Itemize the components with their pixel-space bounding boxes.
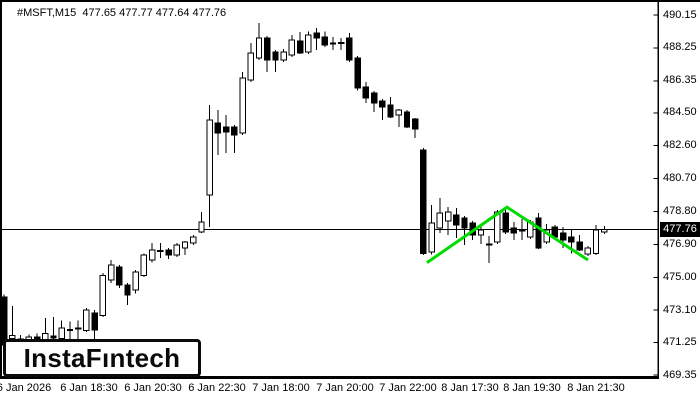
time-axis-label: 6 Jan 18:30: [60, 382, 118, 394]
price-axis-label: 486.35: [663, 74, 697, 87]
price-axis-label: 482.60: [663, 139, 697, 152]
price-axis-label: 471.25: [663, 335, 697, 348]
time-axis-label: 6 Jan 22:30: [188, 382, 246, 394]
time-axis-label: 8 Jan 19:30: [503, 382, 561, 394]
time-axis-label: 6 Jan 20:30: [124, 382, 182, 394]
time-axis-label: 7 Jan 18:00: [252, 382, 310, 394]
price-axis-label: 469.35: [663, 368, 697, 381]
price-axis-label: 488.25: [663, 41, 697, 54]
price-axis-label: 475.00: [663, 270, 697, 283]
time-axis-label: 6 Jan 2026: [0, 382, 52, 394]
instafintech-logo-text: InstaFıntech: [23, 342, 181, 373]
price-axis-label: 476.90: [663, 237, 697, 250]
price-axis-label: 473.10: [663, 303, 697, 316]
current-price-tag: 477.76: [660, 222, 700, 238]
price-axis-label: 490.15: [663, 8, 697, 21]
price-axis-label: 478.80: [663, 205, 697, 218]
symbol-quote-header: #MSFT,M15 477.65 477.77 477.64 477.76: [17, 7, 227, 19]
time-axis-label: 7 Jan 22:00: [379, 382, 437, 394]
time-axis-label: 8 Jan 21:30: [567, 382, 625, 394]
time-axis-label: 7 Jan 20:00: [316, 382, 374, 394]
price-axis-label: 480.70: [663, 172, 697, 185]
instafintech-logo: InstaFıntech: [3, 339, 201, 377]
price-axis[interactable]: [658, 0, 700, 379]
time-axis-label: 8 Jan 17:30: [441, 382, 499, 394]
price-axis-label: 484.50: [663, 106, 697, 119]
